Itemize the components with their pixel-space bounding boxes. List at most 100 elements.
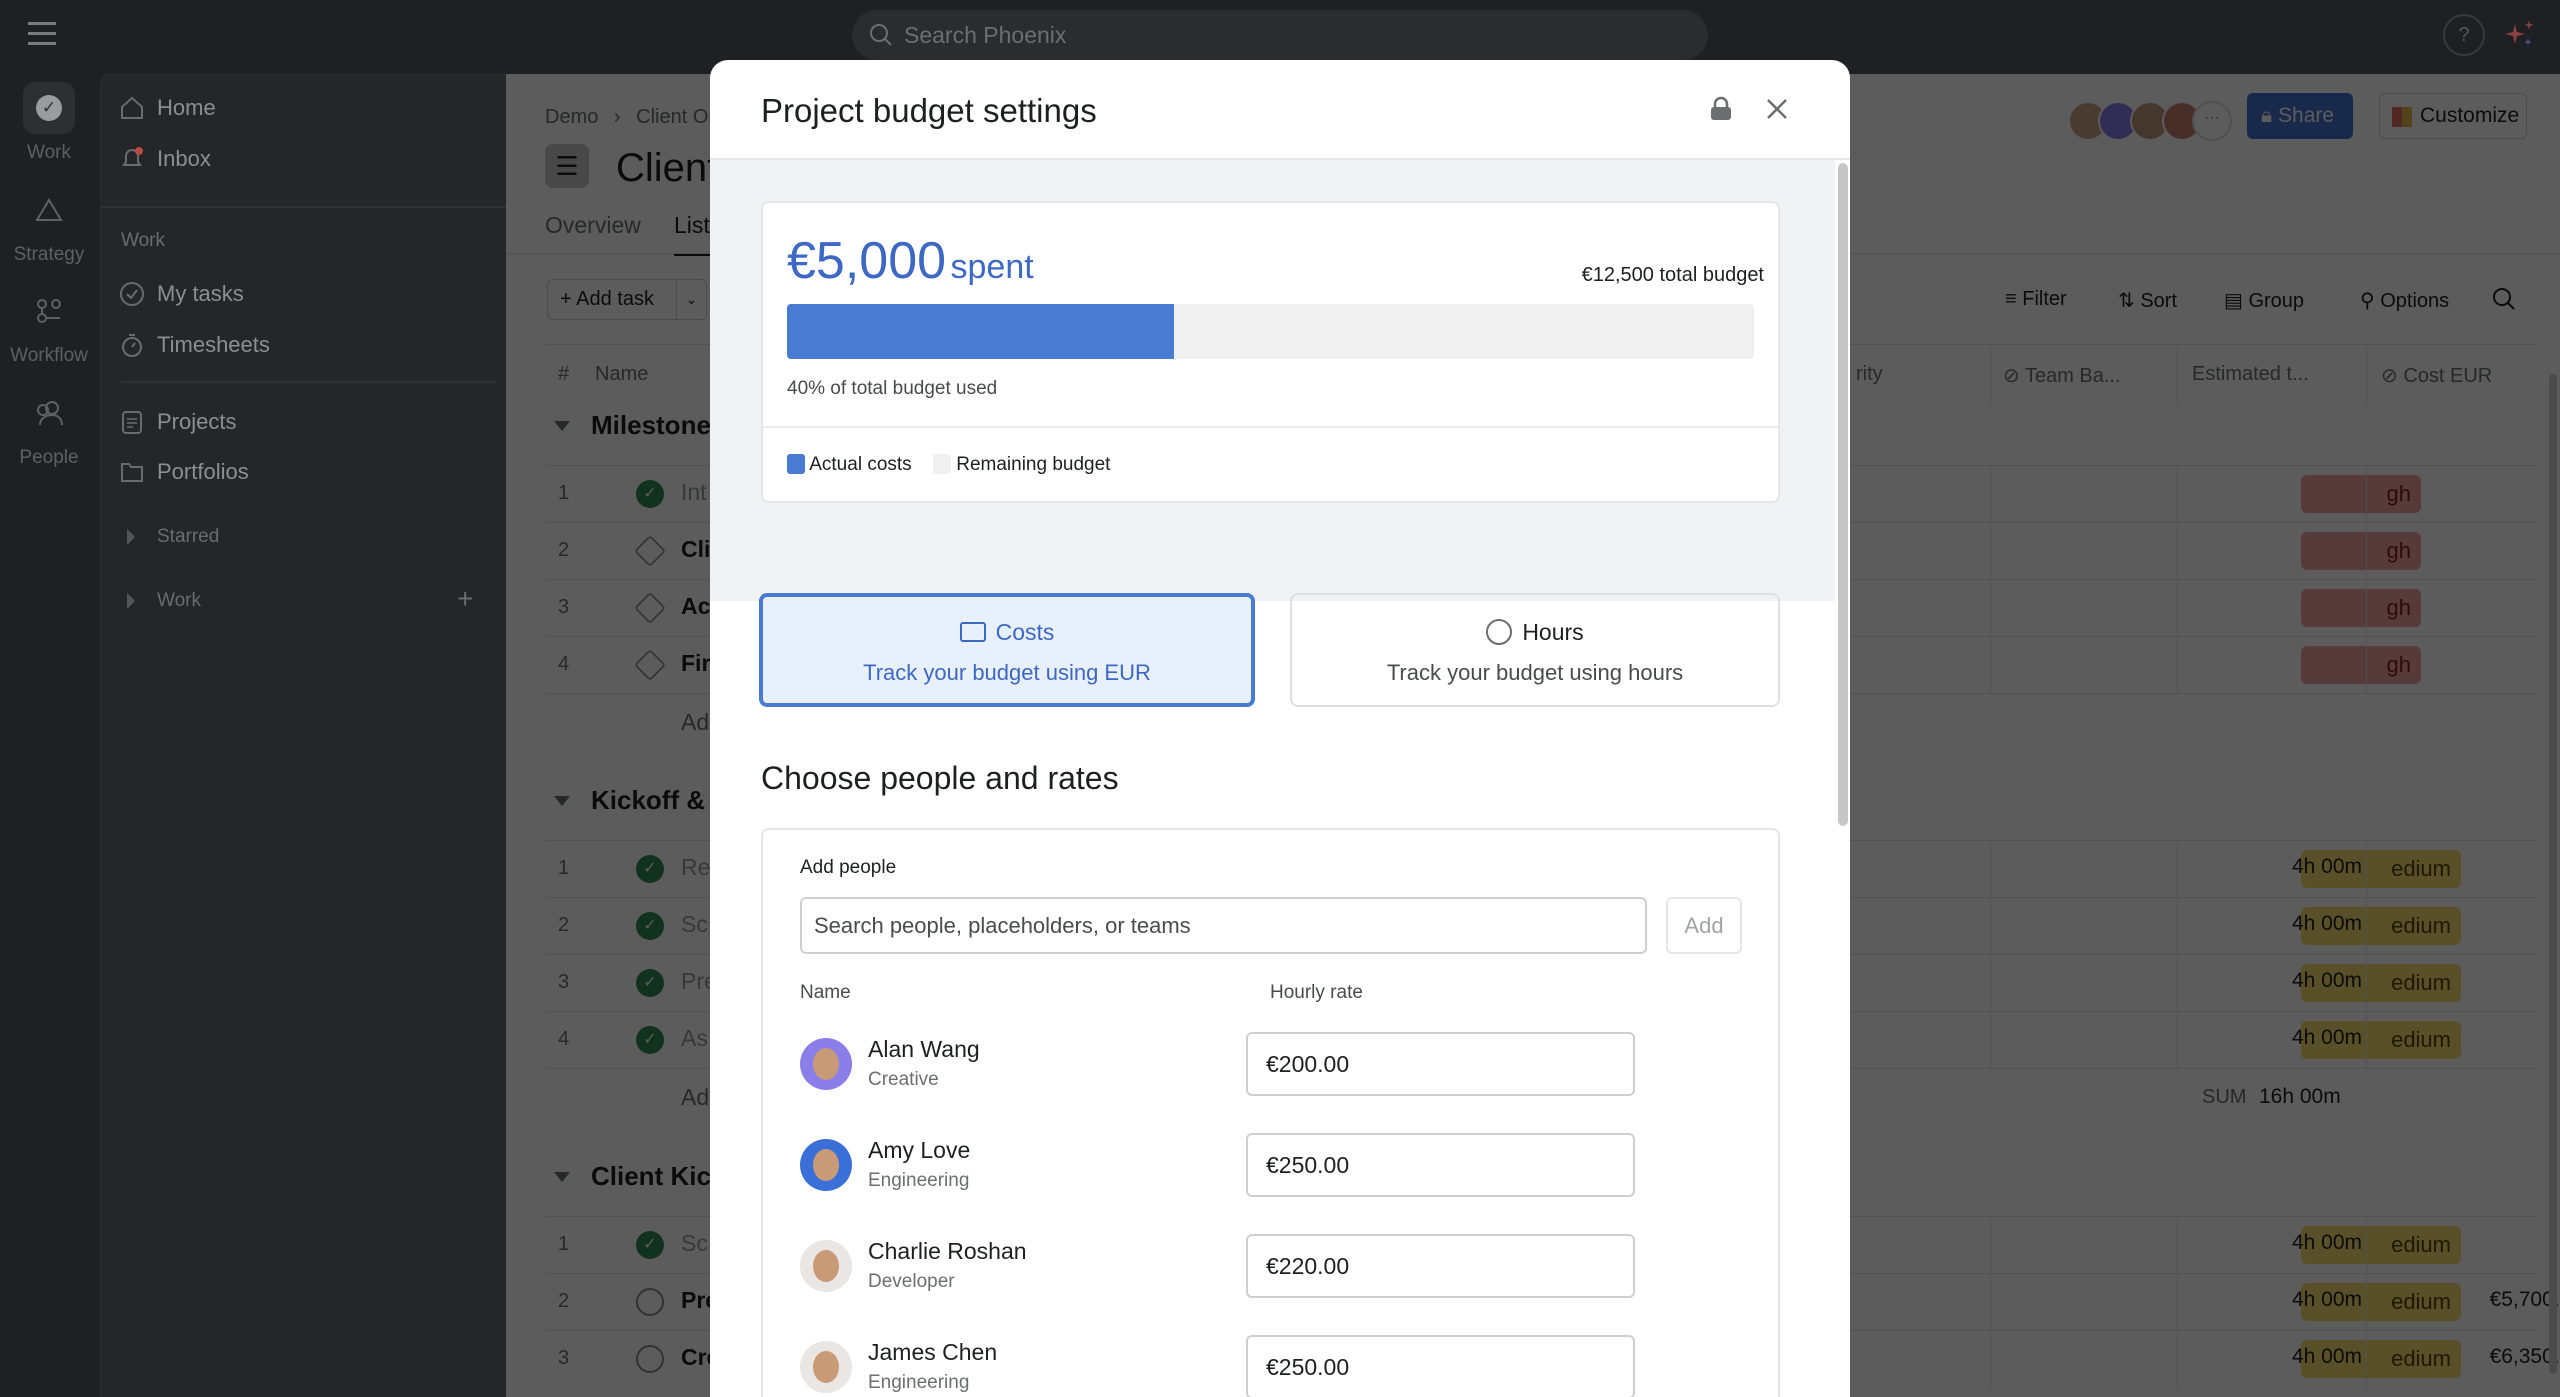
person-row: Amy Love Engineering €250.00 <box>778 1133 1778 1197</box>
caret-right-icon[interactable] <box>127 593 135 609</box>
workflow-icon <box>23 285 75 337</box>
table-row[interactable]: 1 ✓ Re edium 4h 00m <box>546 840 2536 898</box>
tab-overview[interactable]: Overview <box>545 212 641 238</box>
table-row[interactable]: 3 Cre edium 4h 00m €6,350.00 <box>546 1330 2560 1388</box>
close-icon[interactable] <box>1766 98 1788 120</box>
column-name[interactable]: Name <box>595 363 649 385</box>
more-icon[interactable]: ··· <box>2192 101 2232 141</box>
rail-item-workflow[interactable]: Workflow <box>0 285 98 367</box>
priority-pill[interactable]: edium <box>2301 1226 2461 1264</box>
priority-pill[interactable]: edium <box>2301 1283 2461 1321</box>
sidebar-section-work: Work <box>121 230 165 251</box>
option-hours[interactable]: Hours Track your budget using hours <box>1290 593 1780 707</box>
add-task-link[interactable]: Ad <box>681 1084 710 1110</box>
menu-icon[interactable] <box>28 22 56 46</box>
column-priority[interactable]: rity <box>1856 363 1883 385</box>
chevron-down-icon[interactable]: ⌄ <box>676 280 706 319</box>
section-collapse-icon[interactable] <box>554 1172 570 1182</box>
add-person-button[interactable]: Add <box>1666 897 1742 954</box>
hourly-rate-input[interactable]: €250.00 <box>1246 1133 1635 1197</box>
help-button[interactable]: ? <box>2443 14 2485 56</box>
task-name[interactable]: Sc <box>681 911 708 937</box>
priority-pill[interactable]: edium <box>2301 850 2461 888</box>
priority-pill[interactable]: edium <box>2301 1340 2461 1378</box>
task-name[interactable]: Fir <box>681 650 711 676</box>
column-team-budget[interactable]: ⊘ Team Ba... <box>1990 345 2121 405</box>
group-button[interactable]: ▤ Group <box>2224 290 2305 312</box>
add-task-button[interactable]: + Add task ⌄ <box>547 279 707 320</box>
completed-check-icon[interactable]: ✓ <box>636 480 664 508</box>
incomplete-check-icon[interactable] <box>634 535 666 567</box>
project-title[interactable]: Client <box>616 146 719 190</box>
tab-list[interactable]: List <box>674 212 710 256</box>
sidebar-item-my-tasks[interactable]: My tasks <box>157 281 244 306</box>
modal-scrollbar[interactable] <box>1838 163 1848 826</box>
breadcrumb-item[interactable]: Demo <box>545 106 599 128</box>
sidebar-item-projects[interactable]: Projects <box>157 409 237 434</box>
priority-pill[interactable]: edium <box>2301 964 2461 1002</box>
table-row[interactable]: 2 Pre edium 4h 00m €5,700.00 <box>546 1273 2560 1331</box>
column-cost[interactable]: ⊘ Cost EUR <box>2366 345 2492 405</box>
task-name[interactable]: Cli <box>681 536 711 562</box>
completed-check-icon[interactable]: ✓ <box>636 855 664 883</box>
priority-pill[interactable]: gh <box>2301 475 2421 513</box>
option-costs[interactable]: Costs Track your budget using EUR <box>759 593 1255 707</box>
sort-button[interactable]: ⇅ Sort <box>2118 290 2178 312</box>
completed-check-icon[interactable]: ✓ <box>636 1026 664 1054</box>
rail-item-work[interactable]: ✓ Work <box>0 82 98 164</box>
section-title[interactable]: Kickoff & <box>591 785 706 815</box>
task-name[interactable]: Ac <box>681 593 711 619</box>
hourly-rate-input[interactable]: €220.00 <box>1246 1234 1635 1298</box>
completed-check-icon[interactable]: ✓ <box>636 1231 664 1259</box>
caret-right-icon[interactable] <box>127 529 135 545</box>
task-name[interactable]: Re <box>681 854 711 880</box>
cell-divider <box>1990 898 1991 955</box>
sidebar-item-inbox[interactable]: Inbox <box>157 146 211 171</box>
rail-item-strategy[interactable]: Strategy <box>0 184 98 266</box>
sidebar-item-home[interactable]: Home <box>157 95 216 120</box>
priority-pill[interactable]: edium <box>2301 907 2461 945</box>
filter-button[interactable]: ≡ Filter <box>2005 288 2067 310</box>
incomplete-check-icon[interactable] <box>634 592 666 624</box>
priority-pill[interactable]: gh <box>2301 589 2421 627</box>
incomplete-check-icon[interactable] <box>634 649 666 681</box>
priority-pill[interactable]: gh <box>2301 532 2421 570</box>
task-name[interactable]: Sc <box>681 1230 708 1256</box>
rail-item-people[interactable]: People <box>0 387 98 469</box>
section-title[interactable]: Client Kick <box>591 1161 726 1191</box>
completed-check-icon[interactable]: ✓ <box>636 912 664 940</box>
plus-icon[interactable]: + <box>457 583 474 614</box>
incomplete-check-icon[interactable] <box>636 1345 664 1373</box>
task-name[interactable]: As <box>681 1025 708 1051</box>
section-collapse-icon[interactable] <box>554 421 570 431</box>
page-scrollbar[interactable] <box>2549 374 2557 1374</box>
search-icon[interactable] <box>2491 286 2517 312</box>
cost-value: €6,350.00 <box>2489 1345 2560 1368</box>
breadcrumb-item[interactable]: Client On <box>636 106 720 128</box>
hourly-rate-input[interactable]: €200.00 <box>1246 1032 1635 1096</box>
section-collapse-icon[interactable] <box>554 796 570 806</box>
customize-button[interactable]: Customize <box>2379 93 2527 139</box>
search-input[interactable]: Search Phoenix <box>852 10 1708 60</box>
priority-pill[interactable]: gh <box>2301 646 2421 684</box>
lock-icon[interactable] <box>1708 96 1734 122</box>
incomplete-check-icon[interactable] <box>636 1288 664 1316</box>
sidebar-item-work-team[interactable]: Work <box>157 590 201 611</box>
task-name[interactable]: Int <box>681 479 707 505</box>
section-title[interactable]: Milestone <box>591 410 711 440</box>
hourly-rate-input[interactable]: €250.00 <box>1246 1335 1635 1397</box>
table-row[interactable]: 3 Ac gh <box>546 579 2536 637</box>
sparkle-icon[interactable] <box>2505 18 2537 50</box>
sidebar-item-portfolios[interactable]: Portfolios <box>157 459 249 484</box>
options-button[interactable]: ⚲ Options <box>2360 290 2450 312</box>
completed-check-icon[interactable]: ✓ <box>636 969 664 997</box>
sidebar-item-timesheets[interactable]: Timesheets <box>157 332 270 357</box>
priority-pill[interactable]: edium <box>2301 1021 2461 1059</box>
member-avatars[interactable]: ··· <box>2068 101 2238 141</box>
sidebar-item-starred[interactable]: Starred <box>157 526 220 547</box>
people-search-input[interactable]: Search people, placeholders, or teams <box>800 897 1647 954</box>
share-button[interactable]: 🔒︎ Share <box>2247 93 2353 139</box>
add-task-link[interactable]: Ad <box>681 709 710 735</box>
column-estimated[interactable]: Estimated t... <box>2177 345 2309 405</box>
sum-label: SUM <box>2202 1086 2247 1108</box>
